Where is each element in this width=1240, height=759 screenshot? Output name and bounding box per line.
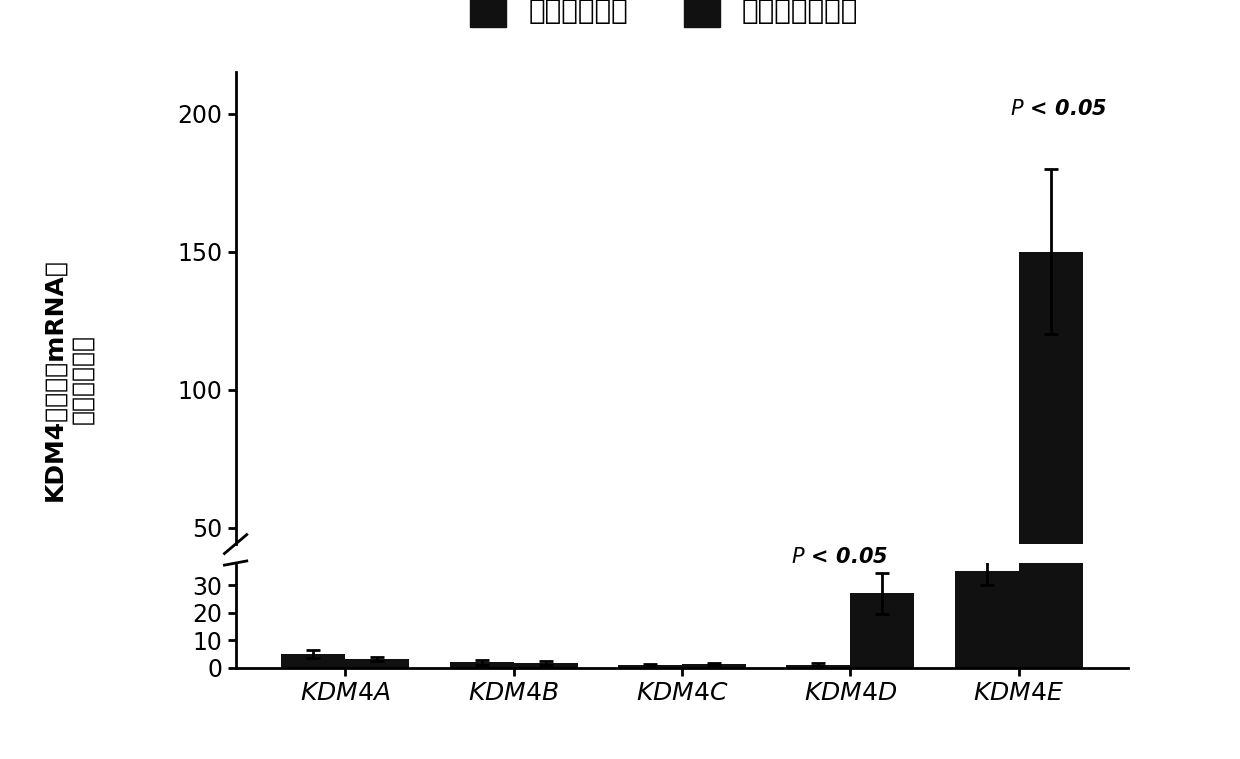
Bar [682,661,746,666]
Bar [345,659,409,668]
Bar [281,652,345,666]
Bar [450,660,513,666]
Text: $\mathit{P}$ < 0.05: $\mathit{P}$ < 0.05 [791,547,889,567]
Bar [618,665,682,668]
Legend: 体外受精胚胎, 体细胞克隆胚胎: 体外受精胚胎, 体细胞克隆胚胎 [459,0,869,38]
Bar [513,660,578,666]
Bar [955,569,1019,666]
Bar [851,591,914,666]
Bar [786,665,851,668]
Bar [682,664,746,668]
Bar [345,657,409,666]
Bar [1019,254,1083,668]
Bar [1019,251,1083,666]
Bar [281,654,345,668]
Text: $\mathit{P}$ < 0.05: $\mathit{P}$ < 0.05 [1011,99,1107,119]
Bar [786,662,851,666]
Text: KDM4家族基因mRNA的
相对表达丰度: KDM4家族基因mRNA的 相对表达丰度 [42,258,94,501]
Bar [955,572,1019,668]
Bar [851,594,914,668]
Bar [450,663,513,668]
Bar [618,663,682,666]
Bar [513,663,578,668]
